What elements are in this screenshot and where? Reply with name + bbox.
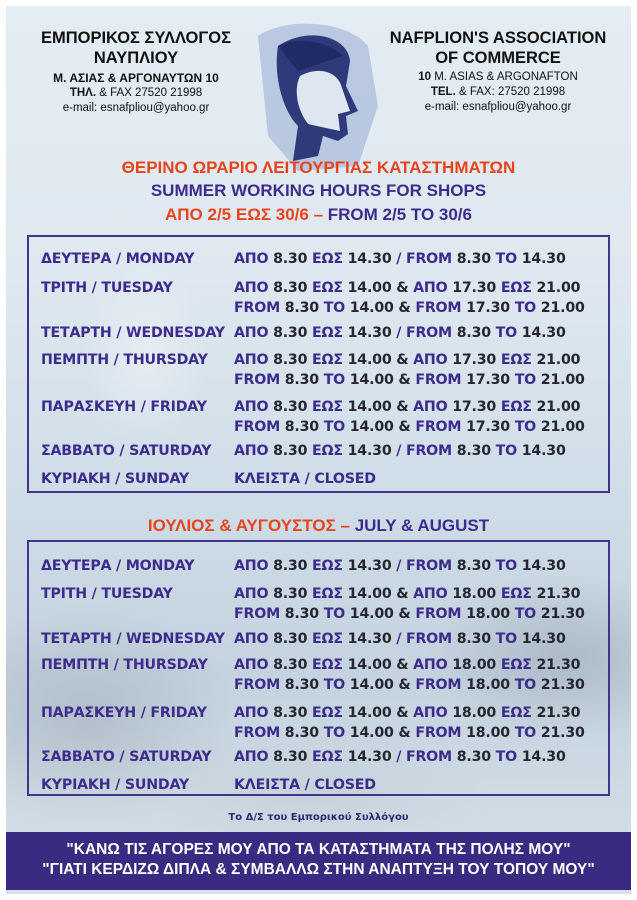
period-greek: ΑΠΟ 2/5 ΕΩΣ 30/6 — [165, 205, 309, 224]
hours-line: ΑΠΟ 8.30 ΕΩΣ 14.00 & ΑΠΟ 17.30 ΕΩΣ 21.00 — [234, 399, 581, 415]
hours-line: ΑΠΟ 8.30 ΕΩΣ 14.00 & ΑΠΟ 17.30 ΕΩΣ 21.00 — [234, 280, 581, 296]
slogan-line-1: "ΚΑΝΩ ΤΙΣ ΑΓΟΡΕΣ ΜΟΥ ΑΠΟ ΤΑ ΚΑΤΑΣΤΗΜΑΤΑ … — [66, 841, 571, 858]
phone-value: & FAX: 27520 21998 — [455, 86, 566, 98]
hours-line: FROM 8.30 TO 14.00 & FROM 18.00 TO 21.30 — [234, 606, 585, 622]
day-label: ΣΑΒΒΑΤΟ / SATURDAY — [41, 749, 212, 765]
day-label: ΣΑΒΒΑΤΟ / SATURDAY — [41, 443, 212, 459]
section2-title: ΙΟΥΛΙΟΣ & ΑΥΓΟΥΣΤΟΣ – JULY & AUGUST — [6, 515, 631, 537]
day-label: ΤΡΙΤΗ / TUESDAY — [41, 586, 173, 602]
day-label: ΚΥΡΙΑΚΗ / SUNDAY — [41, 471, 189, 487]
section2-separator: – — [335, 516, 355, 535]
phone-label: TEL. — [430, 86, 456, 98]
schedule-may-june: ΔΕΥΤΕΡΑ / MONDAY ΑΠΟ 8.30 ΕΩΣ 14.30 / FRO… — [27, 235, 610, 493]
hours-line: ΑΠΟ 8.30 ΕΩΣ 14.00 & ΑΠΟ 18.00 ΕΩΣ 21.30 — [234, 657, 581, 673]
period-separator: – — [308, 205, 328, 224]
hours-line: FROM 8.30 TO 14.00 & FROM 18.00 TO 21.30 — [234, 677, 585, 693]
period: ΑΠΟ 2/5 ΕΩΣ 30/6 – FROM 2/5 TO 30/6 — [6, 204, 631, 226]
day-label: ΚΥΡΙΑΚΗ / SUNDAY — [41, 777, 189, 793]
hours-line: ΑΠΟ 8.30 ΕΩΣ 14.30 / FROM 8.30 TO 14.30 — [234, 749, 566, 765]
day-label: ΔΕΥΤΕΡΑ / MONDAY — [41, 558, 195, 574]
poster: ΕΜΠΟΡΙΚΟΣ ΣΥΛΛΟΓΟΣ ΝΑΥΠΛΙΟΥ Μ. ΑΣΙΑΣ & Α… — [6, 6, 631, 894]
slogan-line-2: "ΓΙΑΤΙ ΚΕΡΔΙΖΩ ΔΙΠΛΑ & ΣΥΜΒΑΛΛΩ ΣΤΗΝ ΑΝΑ… — [42, 861, 595, 878]
address-english: 10 M. ASIAS & ARGONAFTON — [378, 70, 618, 85]
org-name-english: NAFPLION'S ASSOCIATION — [389, 29, 607, 47]
title-english: SUMMER WORKING HOURS FOR SHOPS — [150, 181, 487, 200]
hours-line: FROM 8.30 TO 14.00 & FROM 18.00 TO 21.30 — [234, 725, 585, 741]
section2-english: JULY & AUGUST — [354, 516, 490, 535]
day-label: ΠΕΜΠΤΗ / THURSDAY — [41, 657, 208, 673]
email-greek: e-mail: esnafpliou@yahoo.gr — [62, 102, 210, 114]
day-label: ΠΑΡΑΣΚΕΥΗ / FRIDAY — [41, 399, 207, 415]
email-english: e-mail: esnafpliou@yahoo.gr — [424, 101, 572, 113]
hours-line: ΑΠΟ 8.30 ΕΩΣ 14.30 / FROM 8.30 TO 14.30 — [234, 558, 566, 574]
day-label: ΤΕΤΑΡΤΗ / WEDNESDAY — [41, 325, 225, 341]
phone-label: ΤΗΛ. — [69, 87, 97, 99]
header-english: NAFPLION'S ASSOCIATION OF COMMERCE 10 M.… — [378, 28, 618, 115]
phone-greek: ΤΗΛ. & FAX 27520 21998 — [16, 86, 256, 101]
address-number: 10 — [418, 71, 432, 83]
hours-line: ΑΠΟ 8.30 ΕΩΣ 14.30 / FROM 8.30 TO 14.30 — [234, 443, 566, 459]
hours-line: FROM 8.30 TO 14.00 & FROM 17.30 TO 21.00 — [234, 300, 585, 316]
hermes-head-logo — [258, 23, 378, 171]
hours-line: ΑΠΟ 8.30 ΕΩΣ 14.00 & ΑΠΟ 17.30 ΕΩΣ 21.00 — [234, 352, 581, 368]
schedule-july-august: ΔΕΥΤΕΡΑ / MONDAY ΑΠΟ 8.30 ΕΩΣ 14.30 / FRO… — [27, 540, 610, 796]
signature: Το Δ/Σ του Εμπορικού Συλλόγου — [228, 812, 409, 823]
address-street: M. ASIAS & ARGONAFTON — [431, 71, 578, 83]
hours-line: ΑΠΟ 8.30 ΕΩΣ 14.30 / FROM 8.30 TO 14.30 — [234, 325, 566, 341]
day-label: ΤΡΙΤΗ / TUESDAY — [41, 280, 173, 296]
hours-line: ΑΠΟ 8.30 ΕΩΣ 14.00 & ΑΠΟ 18.00 ΕΩΣ 21.30 — [234, 705, 581, 721]
org-name-greek: ΕΜΠΟΡΙΚΟΣ ΣΥΛΛΟΓΟΣ — [40, 29, 232, 47]
slogan-band: "ΚΑΝΩ ΤΙΣ ΑΓΟΡΕΣ ΜΟΥ ΑΠΟ ΤΑ ΚΑΤΑΣΤΗΜΑΤΑ … — [6, 832, 631, 890]
header-greek: ΕΜΠΟΡΙΚΟΣ ΣΥΛΛΟΓΟΣ ΝΑΥΠΛΙΟΥ Μ. ΑΣΙΑΣ & Α… — [16, 28, 256, 116]
period-english: FROM 2/5 TO 30/6 — [327, 205, 472, 224]
hours-line: ΚΛΕΙΣΤΑ / CLOSED — [234, 471, 376, 487]
title-greek: ΘΕΡΙΝΟ ΩΡΑΡΙΟ ΛΕΙΤΟΥΡΓΙΑΣ ΚΑΤΑΣΤΗΜΑΤΩΝ — [121, 158, 516, 177]
day-label: ΠΑΡΑΣΚΕΥΗ / FRIDAY — [41, 705, 207, 721]
hours-line: ΑΠΟ 8.30 ΕΩΣ 14.30 / FROM 8.30 TO 14.30 — [234, 251, 566, 267]
phone-value: & FAX 27520 21998 — [96, 87, 203, 99]
day-label: ΤΕΤΑΡΤΗ / WEDNESDAY — [41, 631, 225, 647]
background-photo — [6, 236, 631, 836]
phone-english: TEL. & FAX: 27520 21998 — [378, 85, 618, 100]
hours-line: FROM 8.30 TO 14.00 & FROM 17.30 TO 21.00 — [234, 419, 585, 435]
org-city-greek: ΝΑΥΠΛΙΟΥ — [93, 49, 179, 67]
hours-line: ΑΠΟ 8.30 ΕΩΣ 14.00 & ΑΠΟ 18.00 ΕΩΣ 21.30 — [234, 586, 581, 602]
hours-line: ΑΠΟ 8.30 ΕΩΣ 14.30 / FROM 8.30 TO 14.30 — [234, 631, 566, 647]
hours-line: FROM 8.30 TO 14.00 & FROM 17.30 TO 21.00 — [234, 372, 585, 388]
hours-line: ΚΛΕΙΣΤΑ / CLOSED — [234, 777, 376, 793]
day-label: ΔΕΥΤΕΡΑ / MONDAY — [41, 251, 195, 267]
day-label: ΠΕΜΠΤΗ / THURSDAY — [41, 352, 208, 368]
address-greek: Μ. ΑΣΙΑΣ & ΑΡΓΟΝΑΥΤΩΝ 10 — [53, 71, 219, 85]
section2-greek: ΙΟΥΛΙΟΣ & ΑΥΓΟΥΣΤΟΣ — [147, 516, 336, 535]
org-name-english-2: OF COMMERCE — [435, 49, 561, 67]
